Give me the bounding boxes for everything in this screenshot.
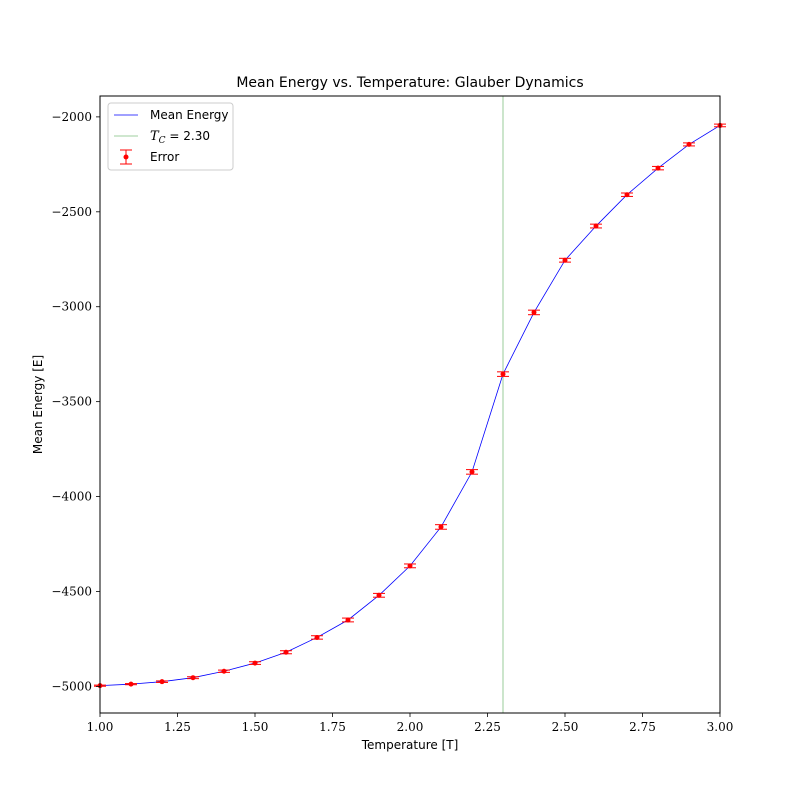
legend-mean-energy-label: Mean Energy	[150, 108, 229, 122]
data-point	[500, 371, 506, 377]
legend-error-label: Error	[150, 150, 179, 164]
y-tick-label: −4000	[51, 490, 92, 504]
y-axis: −5000 −4500 −4000 −3500 −3000 −2500 −2000	[51, 110, 100, 693]
legend-tc-label: TC = 2.30	[150, 129, 210, 146]
x-tick-label: 1.00	[87, 720, 114, 734]
data-point	[345, 617, 351, 623]
y-tick-label: −4500	[51, 584, 92, 598]
data-point	[438, 524, 444, 530]
data-point	[624, 192, 630, 198]
data-point	[593, 223, 599, 229]
data-point	[655, 165, 661, 171]
plot-area	[94, 96, 726, 713]
legend-tc-symbol: T	[150, 129, 160, 144]
data-point	[190, 675, 196, 681]
data-point	[686, 141, 692, 147]
x-tick-label: 3.00	[707, 720, 734, 734]
data-point	[283, 649, 289, 655]
y-axis-label: Mean Energy [E]	[31, 355, 45, 454]
x-tick-label: 2.00	[397, 720, 424, 734]
x-tick-label: 2.75	[629, 720, 656, 734]
x-tick-label: 1.75	[319, 720, 346, 734]
legend-box	[107, 102, 234, 171]
y-tick-label: −3000	[51, 300, 92, 314]
data-point	[252, 660, 258, 666]
legend-tc-value: = 2.30	[166, 129, 210, 143]
data-point	[128, 681, 134, 687]
data-point	[376, 592, 382, 598]
legend-tc-subscript: C	[159, 136, 166, 146]
data-point	[407, 563, 413, 569]
y-tick-label: −5000	[51, 679, 92, 693]
x-tick-label: 1.25	[164, 720, 191, 734]
y-tick-label: −2500	[51, 205, 92, 219]
y-tick-label: −3500	[51, 395, 92, 409]
legend: Mean Energy TC = 2.30 Error	[107, 102, 234, 171]
data-point	[314, 634, 320, 640]
x-axis: 1.00 1.25 1.50 1.75 2.00 2.25 2.50 2.75 3.00	[87, 713, 734, 734]
data-point	[221, 668, 227, 674]
legend-error-marker	[123, 154, 129, 160]
data-point	[531, 309, 537, 315]
data-point	[469, 469, 475, 475]
data-point	[562, 257, 568, 263]
y-tick-label: −2000	[51, 110, 92, 124]
x-tick-label: 2.25	[474, 720, 501, 734]
data-point	[159, 679, 165, 685]
x-tick-label: 1.50	[242, 720, 269, 734]
chart-title: Mean Energy vs. Temperature: Glauber Dyn…	[236, 75, 583, 91]
x-axis-label: Temperature [T]	[361, 738, 459, 752]
x-tick-label: 2.50	[552, 720, 579, 734]
